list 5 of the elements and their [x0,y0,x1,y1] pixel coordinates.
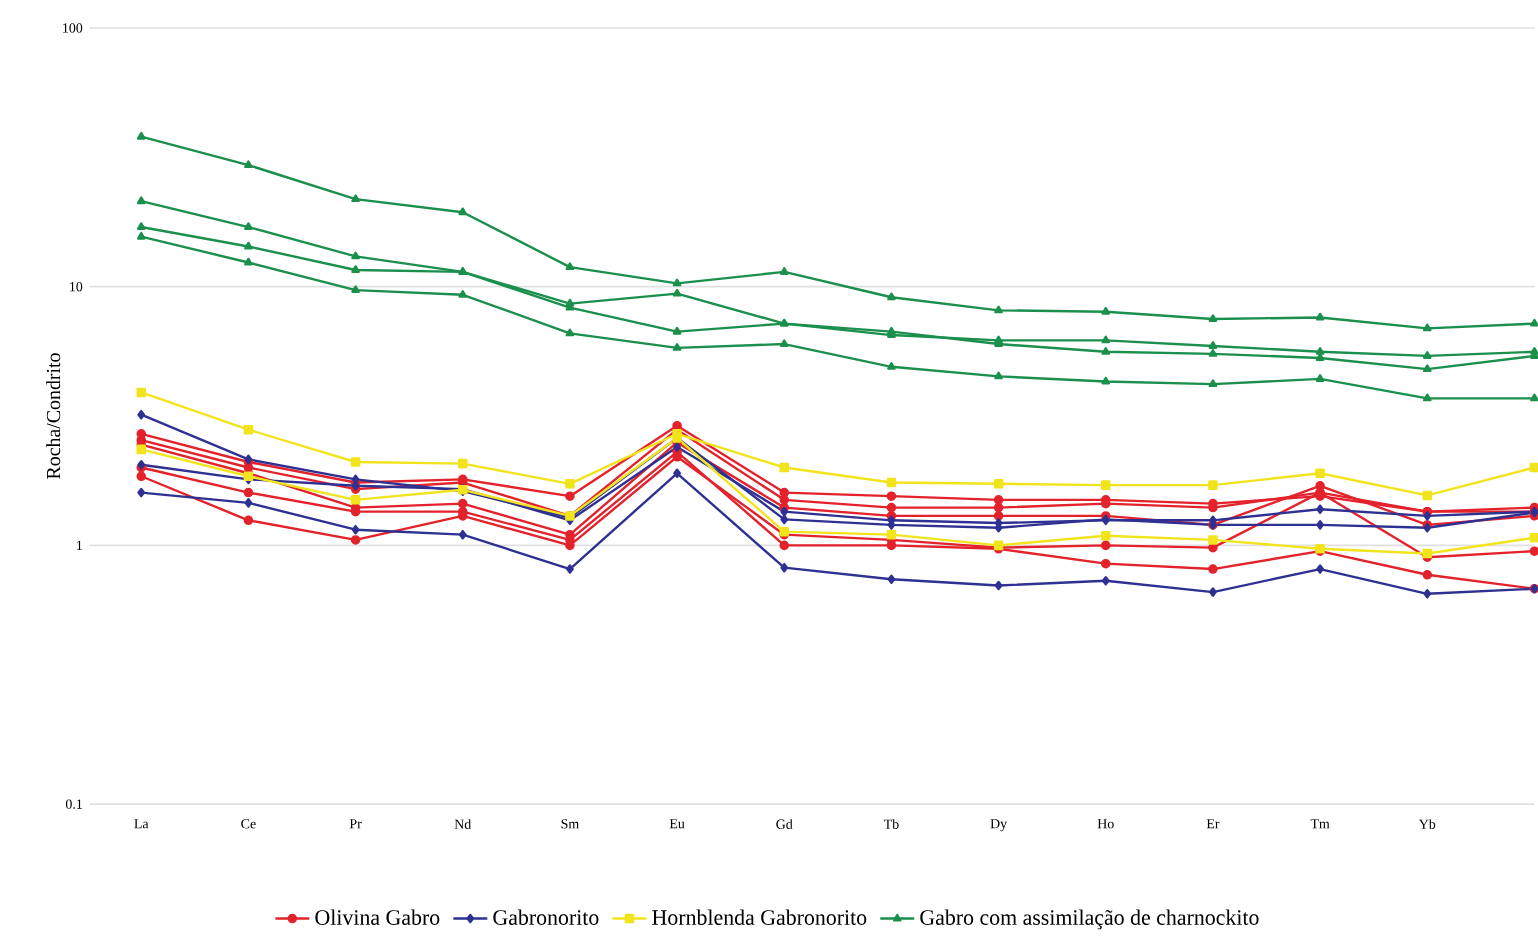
legend-label: Olivina Gabro [315,909,440,925]
y-axis-title: Rocha/Condrito [46,353,61,480]
legend-label: Gabro com assimilação de charnockito [920,909,1259,930]
legend-label: Hornblenda Gabronorito [652,909,867,925]
legend-label: Gabronorito [493,909,599,925]
